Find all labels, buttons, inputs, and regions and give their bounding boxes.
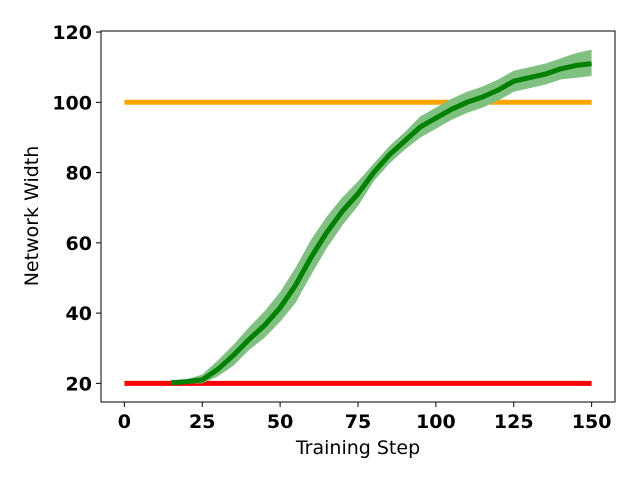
y-tick-label: 120 — [52, 22, 92, 44]
plot-background — [101, 31, 615, 402]
x-tick-label: 25 — [189, 411, 215, 433]
series-2-band — [171, 49, 592, 384]
x-tick-label: 0 — [118, 411, 131, 433]
y-tick-label: 80 — [66, 163, 92, 185]
y-axis-label: Network Width — [21, 146, 43, 287]
x-tick-label: 50 — [267, 411, 293, 433]
axis-layer: 0 25 50 75 100 125 150 20 40 60 80 100 120 — [52, 22, 611, 433]
y-tick-label: 20 — [66, 373, 92, 395]
x-tick-label: 150 — [572, 411, 612, 433]
x-tick-label: 125 — [494, 411, 534, 433]
x-tick-label: 100 — [416, 411, 456, 433]
x-tick-label: 75 — [345, 411, 371, 433]
y-tick-label: 100 — [52, 92, 92, 114]
series-layer — [124, 49, 592, 386]
y-tick-label: 40 — [66, 303, 92, 325]
series-2-line — [170, 61, 592, 386]
y-tick-label: 60 — [66, 233, 92, 255]
x-axis-label: Training Step — [295, 437, 420, 459]
